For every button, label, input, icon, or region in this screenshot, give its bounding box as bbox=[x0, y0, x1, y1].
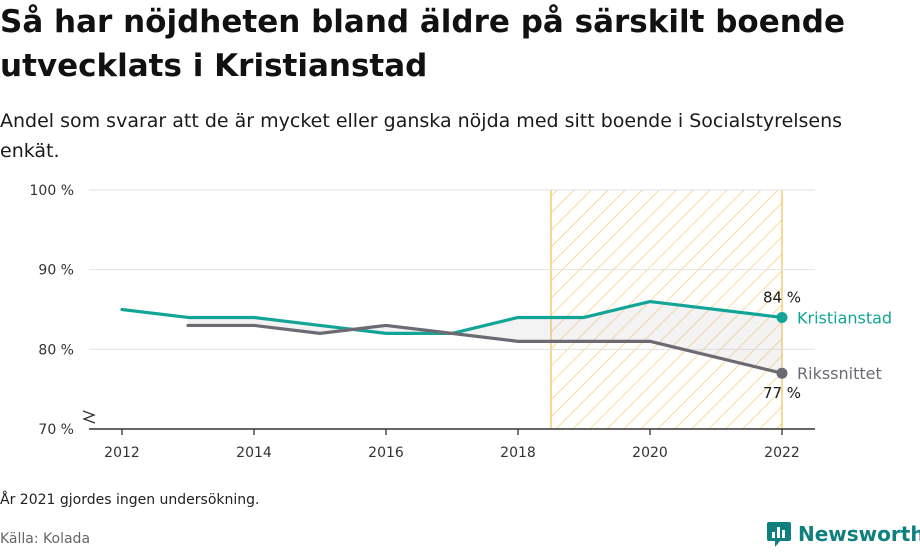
value-label-rikssnittet: 77 % bbox=[763, 384, 801, 402]
series-line-rikssnittet bbox=[186, 323, 784, 375]
end-point-rikssnittet bbox=[776, 367, 788, 379]
axis-break-icon bbox=[82, 410, 96, 424]
newsworthy-logo-text: Newsworthy bbox=[798, 522, 920, 546]
end-point-kristianstad bbox=[776, 311, 788, 323]
series-label-rikssnittet: Rikssnittet bbox=[797, 364, 882, 383]
x-tick-label: 2022 bbox=[764, 445, 800, 461]
x-tick-label: 2016 bbox=[368, 445, 404, 461]
series-line-kristianstad bbox=[120, 299, 784, 335]
footnote: År 2021 gjordes ingen undersökning. bbox=[0, 492, 260, 508]
chart-subtitle: Andel som svarar att de är mycket eller … bbox=[0, 110, 843, 162]
chart-title: Så har nöjdheten bland äldre på särskilt… bbox=[0, 4, 846, 84]
x-tick-label: 2018 bbox=[500, 445, 536, 461]
x-tick-label: 2020 bbox=[632, 445, 668, 461]
y-tick-label: 70 % bbox=[38, 422, 74, 438]
x-tick-label: 2012 bbox=[104, 445, 140, 461]
y-tick-label: 80 % bbox=[38, 342, 74, 358]
y-tick-label: 90 % bbox=[38, 263, 74, 279]
series-label-kristianstad: Kristianstad bbox=[797, 308, 892, 327]
x-tick-label: 2014 bbox=[236, 445, 272, 461]
newsworthy-logo-icon bbox=[767, 522, 791, 547]
newsworthy-logo[interactable]: Newsworthy bbox=[766, 520, 920, 548]
y-tick-label: 100 % bbox=[30, 183, 74, 199]
highlight-period bbox=[551, 190, 782, 429]
value-label-kristianstad: 84 % bbox=[763, 288, 801, 306]
source-text: Källa: Kolada bbox=[0, 531, 91, 547]
